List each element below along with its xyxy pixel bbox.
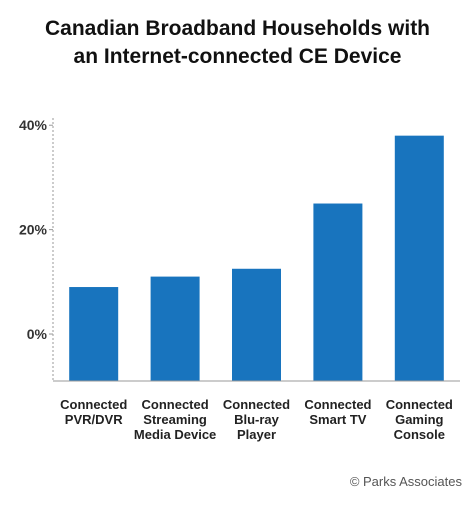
y-axis-ticks: 0% 20% 40%: [19, 117, 53, 342]
x-category-label: Connected Gaming Console: [386, 397, 453, 442]
x-category-label: Connected Smart TV: [304, 397, 371, 427]
bars: [69, 135, 444, 381]
x-category-label-line: Connected: [304, 397, 371, 412]
bar: [394, 135, 444, 381]
bar: [150, 276, 200, 381]
x-category-label-line: Connected: [142, 397, 209, 412]
chart-title: Canadian Broadband Households with an Int…: [45, 17, 430, 68]
y-tick-label: 40%: [19, 117, 48, 133]
bar: [69, 287, 119, 381]
x-category-label-line: Player: [237, 427, 276, 442]
chart-title-line: Canadian Broadband Households with: [45, 17, 430, 40]
x-category-label-line: Media Device: [134, 427, 216, 442]
x-category-label-line: PVR/DVR: [65, 412, 123, 427]
x-category-label-line: Connected: [60, 397, 127, 412]
x-category-label-line: Connected: [386, 397, 453, 412]
bar: [232, 268, 281, 381]
copyright-text: © Parks Associates: [350, 474, 463, 489]
x-category-label-line: Blu-ray: [234, 412, 280, 427]
chart-title-line: an Internet-connected CE Device: [74, 45, 402, 68]
x-category-label-line: Smart TV: [309, 412, 366, 427]
x-category-label-line: Console: [394, 427, 445, 442]
x-category-label-line: Streaming: [143, 412, 207, 427]
y-tick-label: 0%: [27, 326, 48, 342]
x-category-label-line: Connected: [223, 397, 290, 412]
y-tick-label: 20%: [19, 222, 48, 238]
bar: [313, 203, 363, 381]
x-category-label: Connected PVR/DVR: [60, 397, 127, 427]
x-category-label: Connected Streaming Media Device: [134, 397, 216, 442]
x-category-label-line: Gaming: [395, 412, 443, 427]
x-category-label: Connected Blu-ray Player: [223, 397, 290, 442]
